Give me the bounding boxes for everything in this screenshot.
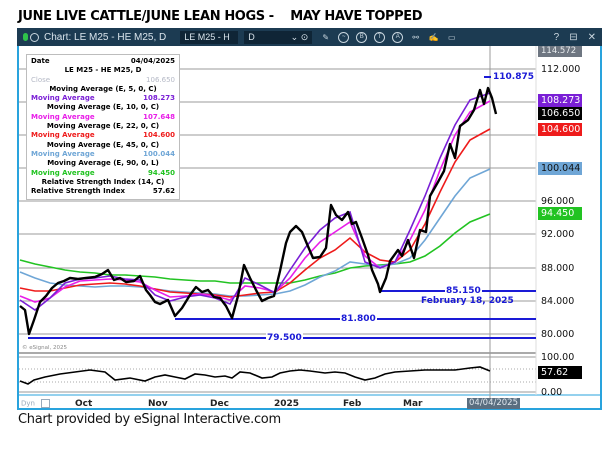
support-81-label: 81.800 bbox=[340, 314, 377, 324]
y-tick-96: 96.000 bbox=[541, 196, 575, 207]
legend-symbol: LE M25 - HE M25, D bbox=[64, 66, 142, 75]
x-tick-2025: 2025 bbox=[274, 399, 300, 409]
support-79-label: 79.500 bbox=[266, 333, 303, 343]
feb-low-label: 85.150 bbox=[445, 286, 482, 296]
legend-ma90-value: 94.450 bbox=[147, 168, 175, 177]
comment-icon[interactable]: ▭ bbox=[447, 32, 456, 42]
y-tick-88: 88.000 bbox=[541, 263, 575, 274]
chart-credit: Chart provided by eSignal Interactive.co… bbox=[18, 412, 281, 427]
dyn-label: Dyn bbox=[21, 399, 35, 408]
x-tick-mar: Mar bbox=[403, 399, 423, 409]
symbol-input[interactable]: LE M25 - H bbox=[180, 30, 239, 44]
legend-ma45-value: 100.044 bbox=[143, 149, 175, 158]
legend-rsi-header: Relative Strength Index (14, C) bbox=[41, 177, 165, 186]
legend-ma10-value: 107.648 bbox=[143, 112, 175, 121]
rsi-tick-0: 0.00 bbox=[541, 387, 563, 398]
legend-ma5-row: Moving Average 108.273 bbox=[31, 94, 175, 103]
legend-close-label: Close bbox=[31, 75, 51, 84]
dyn-toggle[interactable]: Dyn bbox=[21, 399, 51, 408]
rsi-line bbox=[19, 366, 491, 385]
pencil-icon[interactable]: ✎ bbox=[322, 32, 330, 42]
legend-ma10-row: Moving Average 107.648 bbox=[31, 113, 175, 122]
y-tick-92: 92.000 bbox=[541, 229, 575, 240]
y-tick-112: 112.000 bbox=[541, 64, 581, 75]
ma45-price-tag: 100.044 bbox=[538, 162, 582, 175]
top-price-tag: 114.572 bbox=[538, 46, 582, 57]
a-icon[interactable]: A bbox=[392, 31, 404, 43]
x-tick-feb: Feb bbox=[343, 399, 362, 409]
y-tick-84: 84.000 bbox=[541, 296, 575, 307]
ma45-line bbox=[19, 168, 491, 297]
help-button[interactable]: ? bbox=[553, 31, 560, 43]
legend-close-value: 106.650 bbox=[146, 75, 175, 84]
link-ring-icon[interactable] bbox=[30, 32, 39, 42]
legend-ma10-header: Moving Average (E, 10, 0, C) bbox=[46, 103, 160, 112]
legend-date-row: Date 04/04/2025 bbox=[31, 57, 175, 66]
link-icon[interactable]: ⚯ bbox=[412, 32, 420, 42]
legend-ma10-label: Moving Average bbox=[31, 112, 95, 121]
ma90-price-tag: 94.450 bbox=[538, 207, 582, 220]
lock-icon[interactable] bbox=[41, 399, 51, 408]
wave-icon[interactable]: ~ bbox=[338, 31, 350, 43]
interval-select[interactable]: D ⌄ ⊙ bbox=[244, 30, 313, 44]
legend-ma22-label: Moving Average bbox=[31, 131, 95, 140]
legend-ma45-row: Moving Average 100.044 bbox=[31, 150, 175, 159]
ma22-price-tag: 104.600 bbox=[538, 123, 582, 136]
chart-toolbar: Chart: LE M25 - HE M25, D LE M25 - H D ⌄ … bbox=[17, 28, 602, 46]
restore-button[interactable]: ⊟ bbox=[569, 31, 578, 43]
page-title: JUNE LIVE CATTLE/JUNE LEAN HOGS - MAY HA… bbox=[18, 9, 423, 24]
interval-value: D bbox=[248, 31, 255, 42]
copyright-text: © eSignal, 2025 bbox=[22, 345, 68, 351]
ma22-line bbox=[19, 128, 491, 298]
legend-ma45-header: Moving Average (E, 45, 0, C) bbox=[46, 140, 160, 149]
legend-ma5-label: Moving Average bbox=[31, 94, 95, 103]
legend-rsi-row: Relative Strength Index 57.62 bbox=[31, 187, 175, 196]
t-icon[interactable]: T bbox=[374, 31, 386, 43]
legend-date-label: Date bbox=[31, 57, 50, 65]
high-label: 110.875 bbox=[492, 72, 535, 82]
b-icon[interactable]: B bbox=[356, 31, 368, 43]
ma90-line bbox=[19, 213, 491, 284]
feb-low-date-label: February 18, 2025 bbox=[421, 296, 514, 306]
status-dot-icon bbox=[23, 33, 28, 41]
legend-ma45-label: Moving Average bbox=[31, 149, 95, 158]
close-price-line bbox=[19, 86, 498, 336]
legend-ma90-row: Moving Average 94.450 bbox=[31, 169, 175, 178]
data-window-legend: Date 04/04/2025 LE M25 - HE M25, D Close… bbox=[26, 54, 180, 200]
legend-rsi-value: 57.62 bbox=[152, 187, 175, 196]
chevron-down-icon: ⌄ ⊙ bbox=[290, 31, 309, 42]
x-tick-dec: Dec bbox=[210, 399, 229, 409]
legend-ma90-label: Moving Average bbox=[31, 168, 95, 177]
legend-date-value: 04/04/2025 bbox=[130, 57, 175, 65]
y-tick-80: 80.000 bbox=[541, 329, 575, 340]
close-price-tag: 106.650 bbox=[538, 107, 582, 120]
chart-window-title: Chart: LE M25 - HE M25, D bbox=[44, 31, 167, 43]
ma5-price-tag: 108.273 bbox=[538, 94, 582, 107]
legend-ma5-header: Moving Average (E, 5, 0, C) bbox=[49, 84, 157, 93]
legend-ma5-value: 108.273 bbox=[143, 94, 175, 103]
rsi-tick-100: 100.00 bbox=[541, 352, 575, 363]
x-tick-nov: Nov bbox=[148, 399, 168, 409]
legend-rsi-label: Relative Strength Index bbox=[31, 187, 125, 196]
legend-ma22-value: 104.600 bbox=[143, 131, 175, 140]
legend-ma22-row: Moving Average 104.600 bbox=[31, 131, 175, 140]
legend-ma22-header: Moving Average (E, 22, 0, C) bbox=[46, 122, 160, 131]
cursor-date-tag: 04/04/2025 bbox=[467, 398, 520, 409]
legend-close-row: Close 106.650 bbox=[31, 76, 175, 85]
close-button[interactable]: ✕ bbox=[587, 31, 596, 43]
legend-ma90-header: Moving Average (E, 90, 0, L) bbox=[47, 159, 159, 168]
edit-icon[interactable]: ✍ bbox=[428, 32, 439, 42]
x-tick-oct: Oct bbox=[75, 399, 93, 409]
rsi-value-tag: 57.62 bbox=[538, 366, 582, 379]
